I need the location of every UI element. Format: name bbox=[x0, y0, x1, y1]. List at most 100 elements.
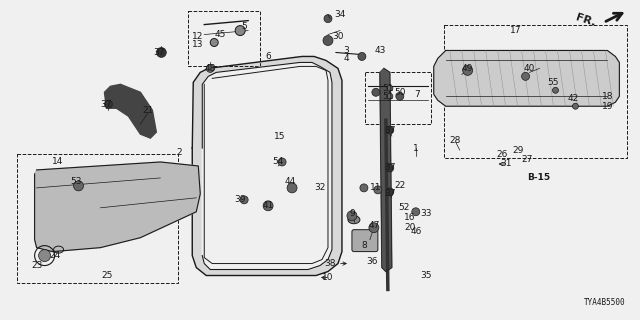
Text: 47: 47 bbox=[368, 221, 380, 230]
Circle shape bbox=[347, 211, 357, 221]
Text: 7: 7 bbox=[414, 90, 420, 99]
Circle shape bbox=[206, 64, 214, 72]
Text: 42: 42 bbox=[568, 94, 579, 103]
Circle shape bbox=[386, 188, 394, 196]
Text: 27: 27 bbox=[521, 156, 532, 164]
Text: 30: 30 bbox=[332, 32, 344, 41]
Text: 52: 52 bbox=[398, 203, 410, 212]
Text: 48: 48 bbox=[205, 64, 216, 73]
Bar bbox=[444, 25, 627, 158]
Text: 53: 53 bbox=[71, 177, 83, 187]
Circle shape bbox=[38, 250, 51, 261]
Text: 5: 5 bbox=[241, 22, 247, 31]
Text: 29: 29 bbox=[512, 146, 524, 155]
Text: 23: 23 bbox=[31, 261, 42, 270]
Polygon shape bbox=[104, 84, 156, 138]
Text: 35: 35 bbox=[420, 271, 431, 280]
Circle shape bbox=[324, 15, 332, 23]
Text: 43: 43 bbox=[374, 46, 385, 55]
Text: 25: 25 bbox=[102, 271, 113, 280]
Circle shape bbox=[369, 223, 379, 233]
Bar bbox=[17, 154, 179, 284]
Text: B-15: B-15 bbox=[527, 173, 550, 182]
Text: 44: 44 bbox=[284, 177, 296, 187]
Circle shape bbox=[240, 196, 248, 204]
FancyBboxPatch shape bbox=[352, 230, 378, 252]
Circle shape bbox=[278, 158, 286, 166]
Text: 17: 17 bbox=[510, 26, 522, 35]
Text: 34: 34 bbox=[334, 10, 346, 19]
Text: 26: 26 bbox=[496, 149, 508, 158]
Text: 38: 38 bbox=[324, 259, 336, 268]
Circle shape bbox=[235, 26, 245, 36]
Bar bbox=[365, 72, 431, 124]
Text: 11: 11 bbox=[370, 183, 381, 192]
Text: 21: 21 bbox=[143, 106, 154, 115]
Circle shape bbox=[572, 103, 579, 109]
Text: 3: 3 bbox=[343, 46, 349, 55]
Text: 51: 51 bbox=[382, 84, 394, 93]
Circle shape bbox=[387, 93, 393, 99]
Circle shape bbox=[323, 36, 333, 45]
Text: 20: 20 bbox=[404, 223, 415, 232]
Text: 10: 10 bbox=[322, 273, 333, 282]
Text: 18: 18 bbox=[602, 92, 613, 101]
Text: 54: 54 bbox=[273, 157, 284, 166]
Text: 2: 2 bbox=[177, 148, 182, 156]
Circle shape bbox=[156, 47, 166, 58]
Text: 1: 1 bbox=[413, 144, 419, 153]
Ellipse shape bbox=[348, 216, 360, 224]
Text: 51: 51 bbox=[382, 92, 394, 101]
Circle shape bbox=[522, 72, 529, 80]
Text: 49: 49 bbox=[462, 64, 474, 73]
Text: 28: 28 bbox=[449, 136, 460, 145]
Text: 13: 13 bbox=[191, 40, 203, 49]
Text: 45: 45 bbox=[214, 30, 226, 39]
Text: 14: 14 bbox=[52, 157, 63, 166]
Circle shape bbox=[263, 201, 273, 211]
Text: 36: 36 bbox=[366, 257, 378, 266]
Circle shape bbox=[552, 87, 559, 93]
Text: 37: 37 bbox=[384, 164, 396, 172]
Text: 4: 4 bbox=[343, 54, 349, 63]
Text: FR.: FR. bbox=[575, 13, 597, 28]
Circle shape bbox=[287, 183, 297, 193]
Circle shape bbox=[386, 164, 394, 172]
Polygon shape bbox=[35, 162, 200, 252]
Text: 16: 16 bbox=[404, 213, 415, 222]
Circle shape bbox=[396, 92, 404, 100]
Circle shape bbox=[374, 186, 382, 194]
Circle shape bbox=[412, 208, 420, 216]
Text: 33: 33 bbox=[420, 209, 431, 218]
Text: 6: 6 bbox=[265, 52, 271, 61]
Text: 37: 37 bbox=[100, 100, 112, 109]
Polygon shape bbox=[380, 68, 392, 271]
Text: 15: 15 bbox=[275, 132, 286, 140]
Text: 40: 40 bbox=[524, 64, 535, 73]
Text: 31: 31 bbox=[500, 159, 511, 169]
Text: 24: 24 bbox=[49, 251, 60, 260]
Circle shape bbox=[372, 88, 380, 96]
Text: 8: 8 bbox=[361, 241, 367, 250]
Circle shape bbox=[358, 52, 366, 60]
Circle shape bbox=[104, 100, 113, 108]
Text: 55: 55 bbox=[548, 78, 559, 87]
Text: 41: 41 bbox=[262, 201, 274, 210]
Text: 19: 19 bbox=[602, 102, 613, 111]
Text: TYA4B5500: TYA4B5500 bbox=[584, 298, 625, 307]
Text: 37: 37 bbox=[384, 126, 396, 135]
Text: 46: 46 bbox=[410, 227, 422, 236]
Circle shape bbox=[360, 184, 368, 192]
Polygon shape bbox=[192, 56, 342, 276]
Text: 22: 22 bbox=[394, 181, 406, 190]
Text: 12: 12 bbox=[191, 32, 203, 41]
Circle shape bbox=[387, 85, 393, 91]
Text: 50: 50 bbox=[394, 88, 406, 97]
Text: 39: 39 bbox=[234, 195, 246, 204]
Text: 37: 37 bbox=[154, 48, 165, 57]
Circle shape bbox=[74, 181, 83, 191]
Text: 9: 9 bbox=[349, 209, 355, 218]
Circle shape bbox=[386, 126, 394, 134]
Bar bbox=[188, 11, 260, 67]
Text: 32: 32 bbox=[314, 183, 326, 192]
